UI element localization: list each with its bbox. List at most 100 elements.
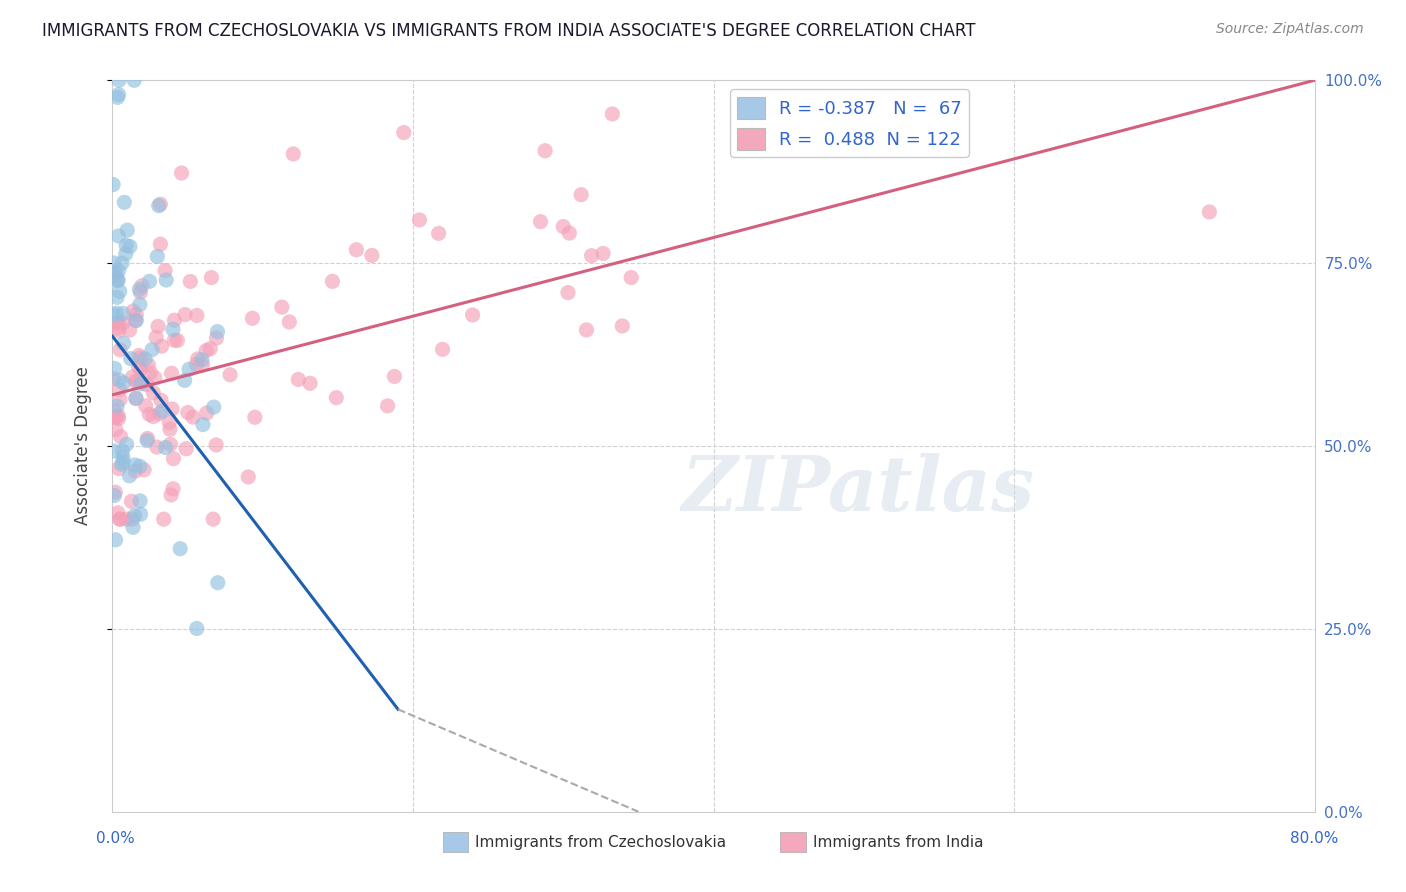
Point xyxy=(108,324,131,338)
Point xyxy=(136,358,159,372)
Point xyxy=(124,375,146,389)
Point xyxy=(592,246,614,260)
Text: Immigrants from India: Immigrants from India xyxy=(813,836,983,850)
Point xyxy=(146,250,169,264)
Point xyxy=(160,366,183,380)
Point xyxy=(553,219,575,234)
Point xyxy=(125,308,148,322)
Point xyxy=(384,369,406,384)
Point xyxy=(104,533,127,547)
Point xyxy=(392,126,415,140)
Point xyxy=(283,147,305,161)
Point xyxy=(287,372,309,386)
Point xyxy=(104,485,127,500)
Point xyxy=(186,358,208,372)
Point xyxy=(150,404,173,418)
Point xyxy=(195,406,218,420)
Point xyxy=(129,376,152,391)
Point xyxy=(111,256,134,270)
Point xyxy=(121,494,143,508)
Point xyxy=(129,494,152,508)
Point xyxy=(575,323,598,337)
Point xyxy=(105,271,128,285)
Point xyxy=(112,376,135,390)
Point xyxy=(325,391,347,405)
Point xyxy=(138,408,160,422)
Point xyxy=(110,430,132,444)
Point xyxy=(103,268,125,283)
Point xyxy=(142,409,165,424)
Point xyxy=(321,274,343,288)
Point xyxy=(105,290,128,304)
Point xyxy=(149,197,172,211)
Point xyxy=(174,308,197,322)
Point xyxy=(110,458,132,472)
Point xyxy=(101,178,124,192)
Point xyxy=(107,321,129,335)
Point xyxy=(191,358,214,372)
Point xyxy=(124,313,146,327)
Point xyxy=(200,270,222,285)
Point xyxy=(135,399,157,413)
Point xyxy=(104,265,127,279)
Point xyxy=(191,417,214,432)
Point xyxy=(186,309,208,323)
Point xyxy=(202,512,225,526)
Point xyxy=(124,464,146,478)
Point xyxy=(243,410,266,425)
Point xyxy=(139,366,162,380)
Point xyxy=(169,541,191,556)
Point xyxy=(581,249,603,263)
Point xyxy=(112,455,135,469)
Point xyxy=(170,166,193,180)
Legend: R = -0.387   N =  67, R =  0.488  N = 122: R = -0.387 N = 67, R = 0.488 N = 122 xyxy=(730,89,969,157)
Point xyxy=(136,434,159,448)
Point xyxy=(195,343,218,358)
Point xyxy=(124,508,146,523)
Point xyxy=(122,73,145,87)
Point xyxy=(238,470,260,484)
Point xyxy=(115,437,138,451)
Point xyxy=(207,325,229,339)
Point xyxy=(534,144,557,158)
Point xyxy=(121,370,143,384)
Point xyxy=(103,256,125,270)
Point xyxy=(105,399,128,413)
Point xyxy=(107,90,129,104)
Text: ZIPatlas: ZIPatlas xyxy=(682,453,1035,527)
Point xyxy=(121,512,143,526)
Point xyxy=(129,362,152,376)
Point xyxy=(219,368,242,382)
Point xyxy=(112,195,135,210)
Point xyxy=(118,239,141,253)
Point xyxy=(177,362,200,376)
Point xyxy=(155,273,177,287)
Point xyxy=(558,226,581,240)
Point xyxy=(111,306,134,320)
Point xyxy=(163,333,186,347)
Point xyxy=(150,393,173,408)
Point xyxy=(166,334,188,348)
Point xyxy=(103,308,125,322)
Point xyxy=(202,400,225,414)
Point xyxy=(105,306,128,320)
Point xyxy=(108,461,131,475)
Point xyxy=(278,315,301,329)
Point xyxy=(107,409,129,423)
Point xyxy=(177,405,200,419)
Point xyxy=(141,343,163,357)
Point xyxy=(377,399,399,413)
Point xyxy=(103,404,125,418)
Point xyxy=(108,343,131,357)
Point xyxy=(157,416,180,430)
Point xyxy=(145,330,167,344)
Point xyxy=(200,342,222,356)
Point xyxy=(153,263,176,277)
Point xyxy=(159,437,181,451)
Point xyxy=(101,372,124,386)
Point xyxy=(108,512,131,526)
Point xyxy=(108,285,131,299)
Point xyxy=(207,575,229,590)
Point xyxy=(125,392,148,406)
Point xyxy=(148,407,170,421)
